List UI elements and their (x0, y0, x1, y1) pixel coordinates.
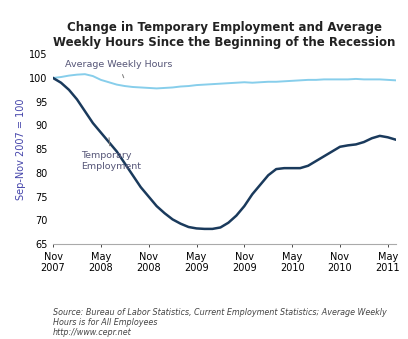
Text: Temporary
Employment: Temporary Employment (81, 138, 141, 171)
Title: Change in Temporary Employment and Average
Weekly Hours Since the Beginning of t: Change in Temporary Employment and Avera… (53, 21, 396, 49)
Text: Source: Bureau of Labor Statistics, Current Employment Statistics; Average Weekl: Source: Bureau of Labor Statistics, Curr… (53, 307, 387, 337)
Text: Average Weekly Hours: Average Weekly Hours (65, 60, 172, 78)
Y-axis label: Sep-Nov 2007 = 100: Sep-Nov 2007 = 100 (16, 98, 26, 200)
